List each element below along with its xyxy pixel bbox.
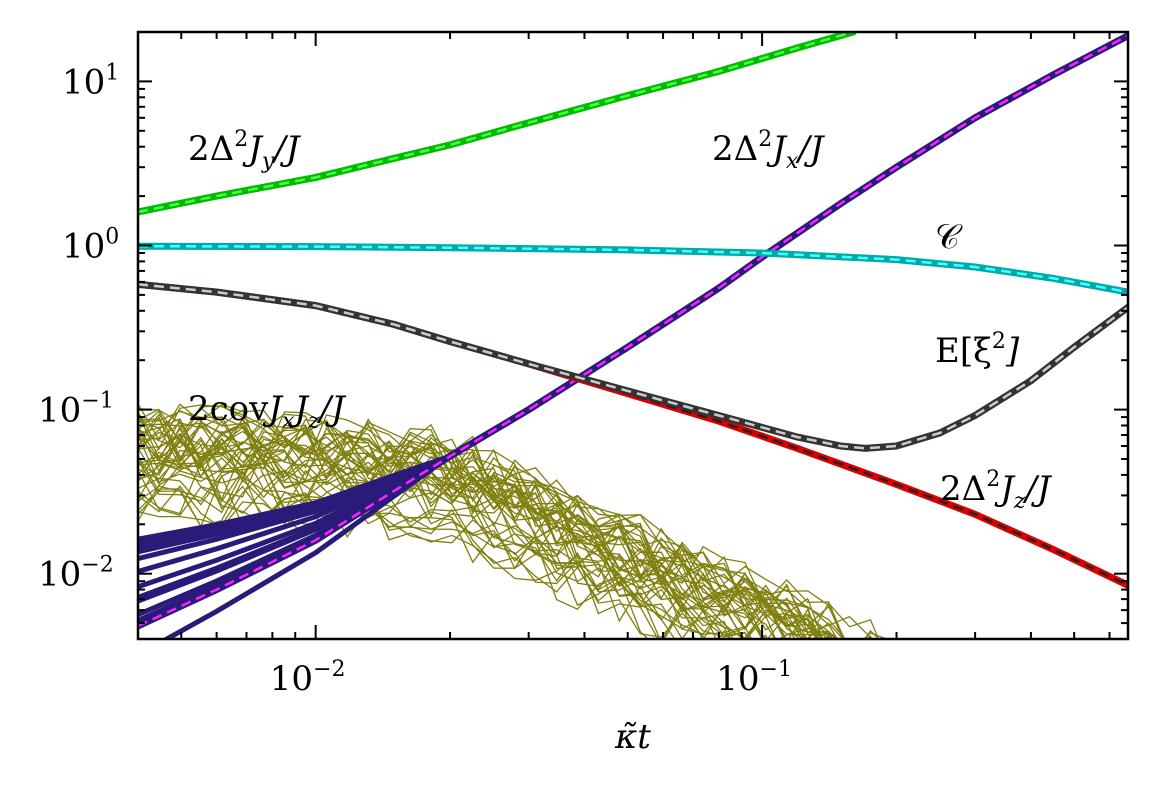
covariance-trace (138, 430, 831, 639)
y-tick-label: 10−1 (38, 389, 114, 431)
covariance-trace (138, 409, 880, 639)
curve-labels: 2Δ2Jy/J 2Δ2Jx/J 𝒞 2Δ2Jz/J E[ξ2] 2covJxJz/J (188, 127, 1053, 514)
covariance-trace (138, 474, 752, 639)
y-tick-label: 10−2 (38, 553, 114, 595)
curve-label: E[ξ2] (935, 329, 1020, 371)
covariance-trace (138, 404, 823, 639)
series-line (138, 32, 857, 216)
axis-ticks (137, 31, 1128, 640)
curve-label: 2Δ2Jz/J (940, 467, 1053, 514)
x-tick-label: 10−2 (270, 657, 346, 699)
y-tick-label: 101 (62, 60, 119, 102)
y-tick-label: 100 (62, 224, 119, 266)
covariance-trace (138, 417, 766, 639)
curve-label: 2covJxJz/J (188, 389, 347, 434)
covariance-trace (138, 410, 846, 639)
series-dashed-overlay (138, 283, 1128, 450)
covariance-trace (138, 435, 820, 639)
covariance-trace (138, 405, 880, 639)
covariance-trace (138, 445, 796, 639)
series-dashed-overlay (138, 32, 854, 214)
series-dashed-overlay (138, 34, 1128, 628)
x-axis-label: κ̃t (614, 717, 651, 757)
covariance-trace (138, 413, 820, 639)
curve-label: 2Δ2Jy/J (188, 127, 302, 174)
series-layer (138, 32, 1128, 639)
covariance-trace (138, 460, 743, 639)
covariance-trace (138, 434, 833, 639)
x-tick-label: 10−1 (716, 657, 792, 699)
covariance-trace (138, 418, 844, 639)
series-dashed-overlay (138, 244, 1128, 294)
axis-tick-labels: 10−2 10−1 10−2 10−1 100 101 (38, 60, 792, 699)
covariance-trace (138, 403, 801, 639)
covariance-trace (138, 427, 821, 639)
covariance-trace (138, 437, 832, 639)
curve-label: 𝒞 (935, 217, 963, 257)
covariance-trace (138, 444, 763, 639)
series-line (138, 242, 1128, 296)
jx-ensemble-trace (138, 33, 1128, 542)
plot-frame (136, 30, 1130, 641)
curve-label: 2Δ2Jx/J (712, 127, 826, 174)
covariance-trace (138, 441, 776, 639)
covariance-trace (138, 470, 649, 639)
covariance-trace (138, 406, 830, 639)
jx-ensemble-trace (138, 33, 1128, 543)
covariance-trace (138, 432, 818, 639)
